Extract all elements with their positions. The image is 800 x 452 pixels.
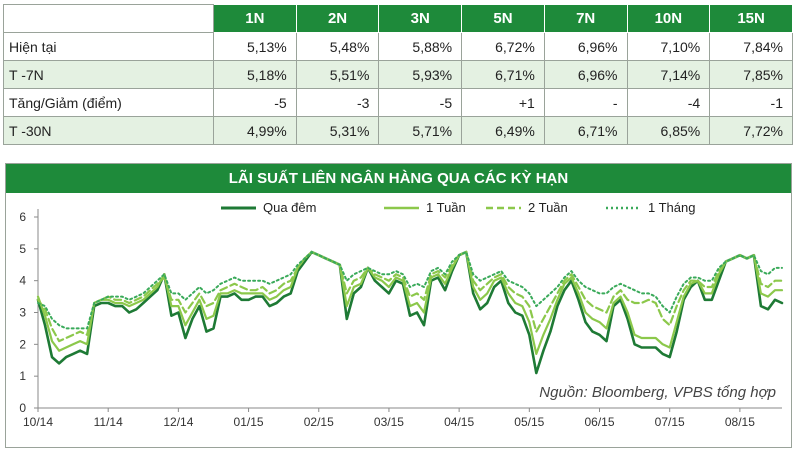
table-cell: 6,72% [461,32,545,61]
table-cell: 7,14% [626,60,711,89]
column-header: 7N [543,4,628,33]
row-label: T -30N [3,116,214,145]
series-line-2 [36,250,784,343]
x-tick-label: 06/15 [584,415,614,429]
line-chart: 0 1 2 3 4 5 6 10/14 11/14 12/14 01/15 02/15 03/15 04/… [19,200,784,429]
column-header: 15N [709,4,793,33]
chart-title: LÃI SUẤT LIÊN NGÂN HÀNG QUA CÁC KỲ HẠN [6,164,791,193]
y-tick-label: 1 [19,369,26,383]
table-cell: 5,13% [213,32,297,61]
row-label: T -7N [3,60,214,89]
legend-label: 1 Tuần [426,200,466,215]
table-cell: 6,96% [543,32,628,61]
series-line-1 [36,250,784,355]
table-row: T -30N 4,99% 5,31% 5,71% 6,49% 6,71% 6,85% 7,72… [3,116,793,145]
table-cell: 5,88% [378,32,463,61]
x-tick-label: 07/15 [655,415,685,429]
table-row: T -7N 5,18% 5,51% 5,93% 6,71% 6,96% 7,14% 7,85% [3,60,793,89]
x-tick-label: 12/14 [163,415,193,429]
table-header-row: 1N 2N 3N 5N 7N 10N 15N [3,4,793,33]
legend-label: Qua đêm [263,200,316,215]
table-cell: 5,48% [295,32,380,61]
x-tick-label: 05/15 [514,415,544,429]
table-cell: 6,96% [543,60,628,89]
x-tick-label: 03/15 [374,415,404,429]
column-header: 3N [378,4,463,33]
y-tick-label: 6 [19,210,26,224]
y-tick-label: 4 [19,274,26,288]
header-blank-cell [3,4,214,33]
table-cell: -4 [626,88,711,117]
column-header: 2N [295,4,380,33]
row-label: Hiện tại [3,32,214,61]
table-cell: 5,71% [378,116,463,145]
table-cell: 7,10% [626,32,711,61]
table-cell: 7,72% [709,116,793,145]
table-cell: +1 [461,88,545,117]
table-cell: 6,85% [626,116,711,145]
table-cell: -1 [709,88,793,117]
table-cell: 5,18% [213,60,297,89]
legend-label: 1 Tháng [648,200,695,215]
y-tick-label: 5 [19,242,26,256]
row-label: Tăng/Giảm (điểm) [3,88,214,117]
column-header: 10N [626,4,711,33]
table-cell: 6,71% [543,116,628,145]
table-cell: -5 [378,88,463,117]
y-tick-label: 3 [19,306,26,320]
x-tick-label: 04/15 [444,415,474,429]
x-tick-label: 01/15 [234,415,264,429]
table-cell: 7,85% [709,60,793,89]
chart-panel: LÃI SUẤT LIÊN NGÂN HÀNG QUA CÁC KỲ HẠN 0… [5,163,792,448]
column-header: 5N [461,4,545,33]
legend-label: 2 Tuần [528,200,568,215]
source-note: Nguồn: Bloomberg, VPBS tổng hợp [539,384,776,401]
series-line-3 [37,251,783,330]
table-cell: 6,71% [461,60,545,89]
x-tick-label: 10/14 [23,415,53,429]
table-cell: 7,84% [709,32,793,61]
x-tick-label: 08/15 [725,415,755,429]
table-cell: -3 [295,88,380,117]
x-tick-label: 11/14 [94,415,123,429]
table-cell: 6,49% [461,116,545,145]
x-tick-label: 02/15 [304,415,334,429]
table-cell: 5,51% [295,60,380,89]
y-tick-label: 0 [19,401,26,415]
rates-table: 1N 2N 3N 5N 7N 10N 15N Hiện tại 5,13% 5,48% 5,88%… [3,4,793,145]
column-header: 1N [213,4,297,33]
table-cell: 4,99% [213,116,297,145]
y-tick-label: 2 [19,337,26,351]
table-cell: -5 [213,88,297,117]
table-row: Hiện tại 5,13% 5,48% 5,88% 6,72% 6,96% 7,10% 7,… [3,32,793,61]
table-cell: 5,31% [295,116,380,145]
table-row: Tăng/Giảm (điểm) -5 -3 -5 +1- -4 -1 [3,88,793,117]
table-cell: 5,93% [378,60,463,89]
table-body: Hiện tại 5,13% 5,48% 5,88% 6,72% 6,96% 7,10% 7,… [3,32,793,145]
table-cell: - [543,88,628,117]
